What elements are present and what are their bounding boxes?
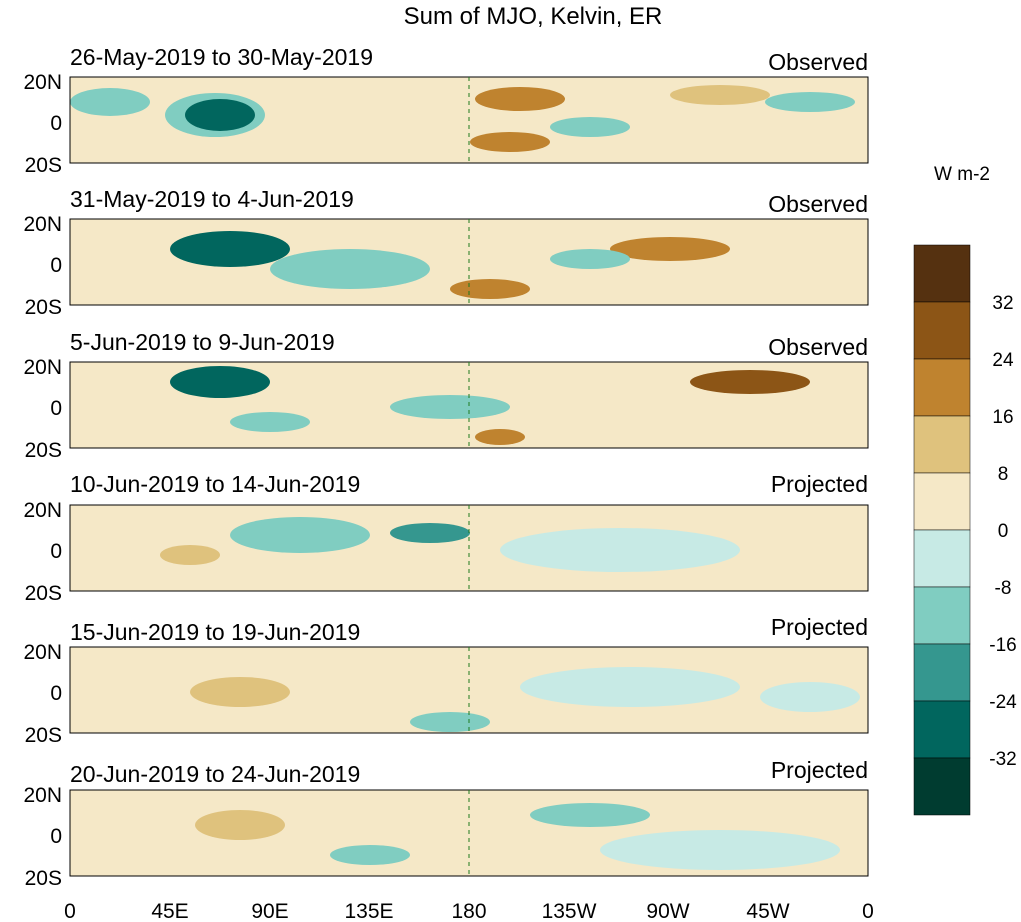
lat-label-20n: 20N [23, 641, 62, 664]
lat-label-20n: 20N [23, 71, 62, 94]
colorbar-tick: -24 [989, 692, 1017, 713]
lat-label-20n: 20N [23, 499, 62, 522]
panel-5-dates: 15-Jun-2019 to 19-Jun-2019 [70, 619, 360, 645]
panel-4-dates: 10-Jun-2019 to 14-Jun-2019 [70, 471, 360, 497]
colorbar: W m-2 32 24 16 8 0 -8 -16 -24 -32 [913, 164, 1017, 816]
colorbar-tick: -16 [989, 635, 1016, 656]
lat-label-20s: 20S [25, 154, 62, 177]
map-panel-5 [69, 646, 869, 734]
colorbar-tick: -32 [989, 749, 1016, 770]
lat-label-20n: 20N [23, 356, 62, 379]
colorbar-tick: 16 [992, 407, 1013, 428]
panel-3-dates: 5-Jun-2019 to 9-Jun-2019 [70, 329, 335, 355]
panel-6-dates: 20-Jun-2019 to 24-Jun-2019 [70, 761, 360, 787]
panel-1-dates: 26-May-2019 to 30-May-2019 [70, 44, 373, 70]
colorbar-tick: 8 [998, 464, 1009, 485]
lat-label-20n: 20N [23, 784, 62, 807]
lat-label-20s: 20S [25, 724, 62, 747]
colorbar-tick: -8 [995, 578, 1012, 599]
lon-label-0: 0 [64, 900, 76, 922]
lon-label-45w: 45W [746, 900, 789, 922]
map-panel-2 [69, 218, 869, 306]
colorbar-tick: 24 [992, 350, 1014, 371]
lon-label-135w: 135W [542, 900, 597, 922]
lat-label-20s: 20S [25, 582, 62, 605]
panel-1-status: Observed [768, 49, 868, 75]
lon-label-45e: 45E [151, 900, 188, 922]
lat-label-20s: 20S [25, 867, 62, 890]
lat-label-20s: 20S [25, 439, 62, 462]
lat-label-eq: 0 [50, 682, 62, 705]
lon-label-0-end: 0 [862, 900, 874, 922]
lat-label-eq: 0 [50, 397, 62, 420]
lon-label-90e: 90E [251, 900, 288, 922]
lat-label-eq: 0 [50, 825, 62, 848]
panel-6-status: Projected [771, 757, 868, 783]
colorbar-tick: 32 [992, 293, 1013, 314]
panel-5-status: Projected [771, 614, 868, 640]
map-panel-6 [69, 789, 869, 877]
lat-label-eq: 0 [50, 540, 62, 563]
panel-2-status: Observed [768, 191, 868, 217]
panel-2-dates: 31-May-2019 to 4-Jun-2019 [70, 186, 354, 212]
figure-title: Sum of MJO, Kelvin, ER [404, 3, 663, 30]
lon-axis: 0 45E 90E 135E 180 135W 90W 45W 0 [64, 900, 874, 922]
map-panel-3 [69, 361, 869, 449]
lat-label-eq: 0 [50, 254, 62, 277]
map-panel-1 [69, 76, 869, 164]
lat-label-20n: 20N [23, 213, 62, 236]
panel-4-status: Projected [771, 471, 868, 497]
lat-label-20s: 20S [25, 296, 62, 319]
colorbar-units: W m-2 [934, 164, 990, 185]
lon-label-135e: 135E [344, 900, 393, 922]
lon-label-90w: 90W [646, 900, 689, 922]
lon-label-180: 180 [451, 900, 486, 922]
map-panel-4 [69, 504, 869, 592]
panel-3-status: Observed [768, 334, 868, 360]
lat-label-eq: 0 [50, 112, 62, 135]
colorbar-tick: 0 [998, 521, 1009, 542]
